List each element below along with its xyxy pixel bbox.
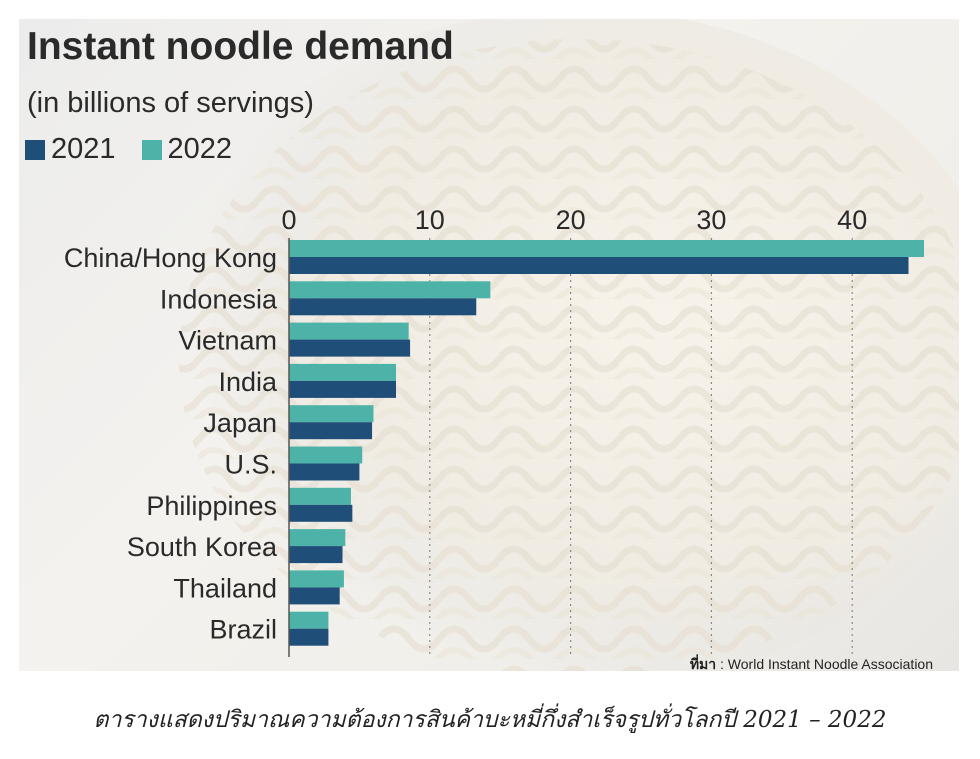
bar-vietnam-2022 bbox=[289, 322, 409, 340]
bar-brazil-2022 bbox=[289, 611, 329, 629]
x-tick-label-30: 30 bbox=[696, 205, 726, 235]
bar-japan-2022 bbox=[289, 405, 374, 423]
bar-thailand-2021 bbox=[289, 587, 340, 605]
legend-item-2021: 2021 bbox=[25, 133, 116, 166]
x-tick-label-20: 20 bbox=[556, 205, 586, 235]
category-label-south-korea: South Korea bbox=[127, 532, 278, 562]
category-label-brazil: Brazil bbox=[209, 615, 277, 645]
bar-china-hong-kong-2021 bbox=[289, 257, 909, 274]
source-note: ที่มา : World Instant Noodle Association bbox=[690, 654, 933, 671]
bar-u-s-2022 bbox=[289, 446, 363, 464]
bars bbox=[289, 240, 925, 646]
bar-india-2021 bbox=[289, 380, 397, 398]
category-label-india: India bbox=[218, 367, 278, 397]
x-tick-label-40: 40 bbox=[837, 205, 867, 235]
chart-subtitle: (in billions of servings) bbox=[27, 87, 314, 119]
bar-vietnam-2021 bbox=[289, 339, 411, 357]
chart-legend: 2021 2022 bbox=[25, 133, 258, 166]
legend-label-2022: 2022 bbox=[167, 133, 233, 165]
grid-lines bbox=[429, 238, 853, 657]
bar-japan-2021 bbox=[289, 422, 373, 440]
bar-south-korea-2022 bbox=[289, 529, 346, 547]
bar-philippines-2021 bbox=[289, 504, 353, 522]
legend-swatch-2022 bbox=[141, 139, 162, 160]
category-label-indonesia: Indonesia bbox=[160, 284, 278, 314]
category-label-japan: Japan bbox=[203, 408, 277, 438]
bar-u-s-2021 bbox=[289, 463, 360, 481]
source-label: ที่มา bbox=[689, 656, 717, 671]
bar-indonesia-2021 bbox=[289, 298, 477, 316]
chart-title: Instant noodle demand bbox=[27, 25, 454, 68]
legend-item-2022: 2022 bbox=[141, 133, 233, 166]
category-label-philippines: Philippines bbox=[146, 491, 277, 521]
bar-china-hong-kong-2022 bbox=[289, 240, 925, 257]
category-label-thailand: Thailand bbox=[173, 573, 277, 603]
bar-indonesia-2022 bbox=[289, 281, 491, 299]
x-axis-ticks: 0 10 20 30 40 bbox=[281, 205, 867, 235]
x-tick-label-0: 0 bbox=[281, 205, 296, 235]
bar-brazil-2021 bbox=[289, 628, 329, 646]
legend-swatch-2021 bbox=[25, 139, 45, 160]
bar-philippines-2022 bbox=[289, 487, 351, 505]
legend-label-2021: 2021 bbox=[51, 133, 116, 165]
category-label-vietnam: Vietnam bbox=[178, 326, 277, 356]
bar-thailand-2022 bbox=[289, 570, 344, 588]
category-label-u-s: U.S. bbox=[224, 450, 277, 480]
figure-caption: ตารางแสดงปริมาณความต้องการสินค้าบะหมี่กึ… bbox=[93, 707, 887, 733]
chart-panel: Instant noodle demand (in billions of se… bbox=[19, 19, 959, 671]
bar-india-2022 bbox=[289, 363, 397, 381]
x-tick-label-10: 10 bbox=[415, 205, 445, 235]
bar-chart: 0 10 20 30 40 China/Hong Kong Indonesia Vietna… bbox=[64, 205, 925, 657]
source-text: : World Instant Noodle Association bbox=[720, 656, 933, 671]
category-label-china-hong-kong: China/Hong Kong bbox=[64, 243, 277, 273]
category-labels: China/Hong Kong Indonesia Vietnam India Japa… bbox=[64, 243, 278, 645]
bar-south-korea-2021 bbox=[289, 546, 343, 564]
